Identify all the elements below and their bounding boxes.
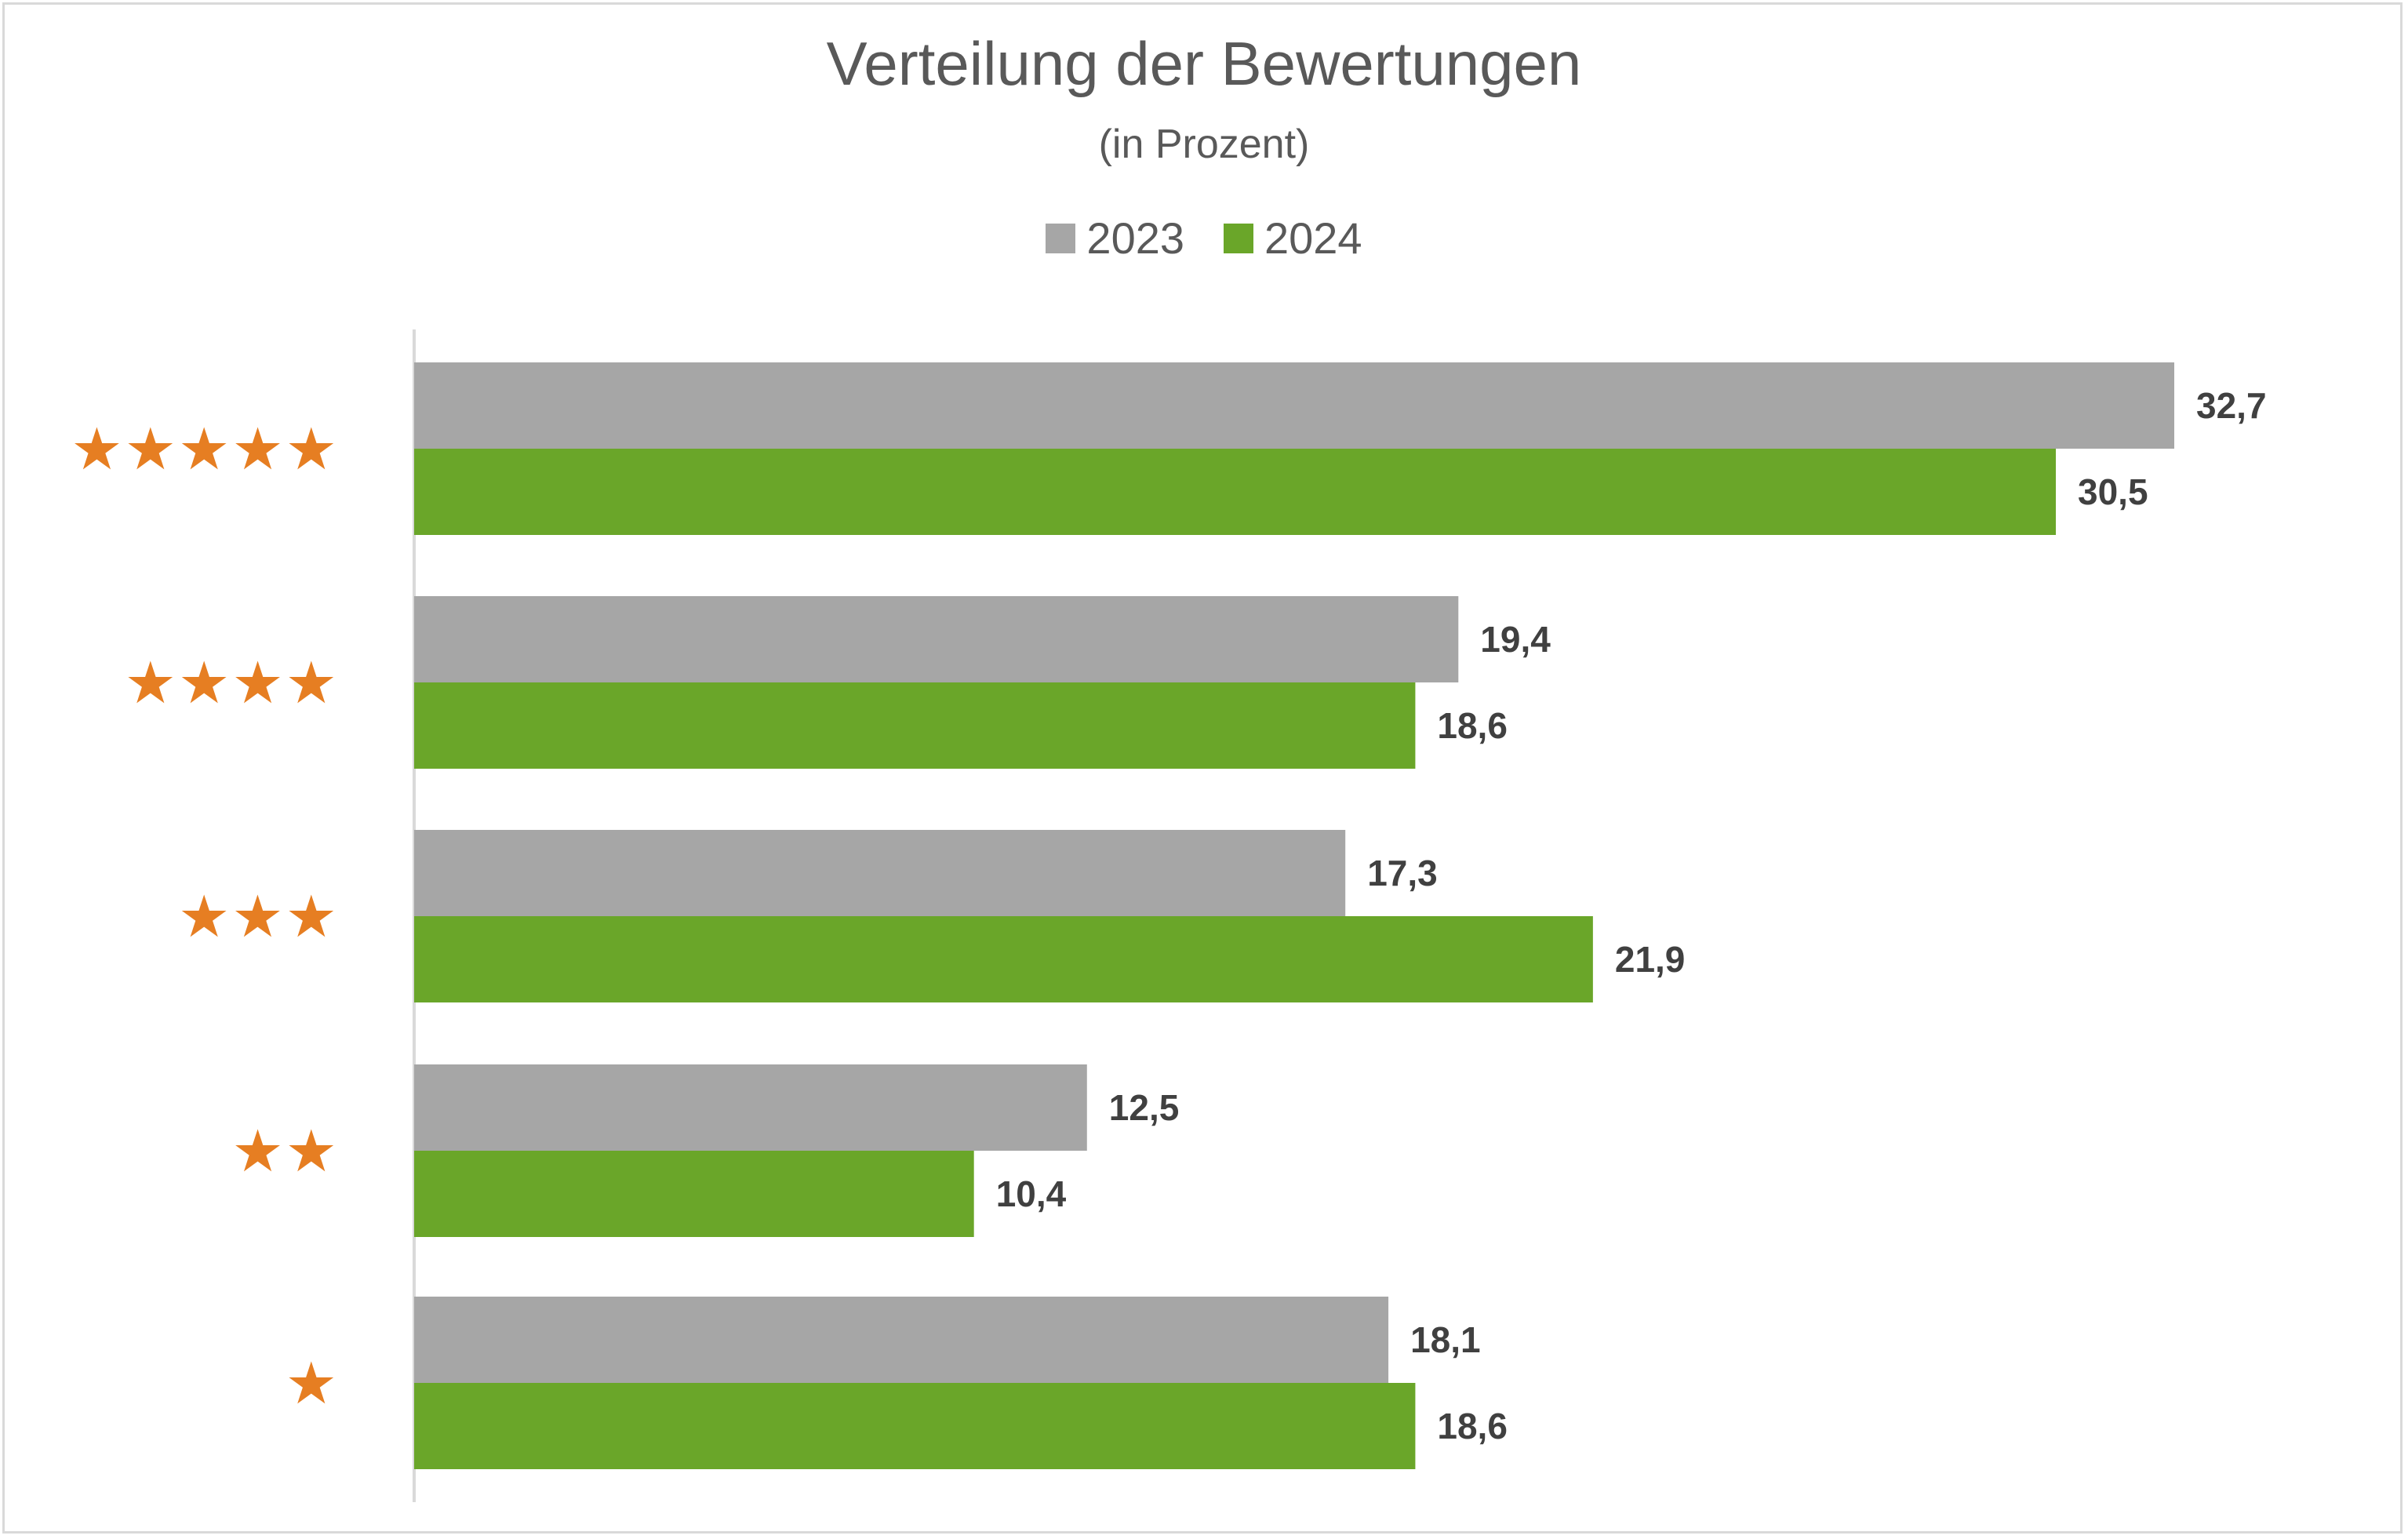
bar-2023-cat-3 (414, 830, 1346, 916)
bar-2023-cat-1 (414, 362, 2174, 449)
data-label-2023-cat-1: 32,7 (2196, 385, 2267, 426)
data-label-2024-cat-5: 18,6 (1437, 1406, 1508, 1446)
data-label-2024-cat-2: 18,6 (1437, 705, 1508, 746)
chart-title: Verteilung der Bewertungen (826, 29, 1582, 98)
bar-2024-cat-1 (414, 449, 2057, 535)
data-label-2023-cat-5: 18,1 (1410, 1319, 1481, 1360)
legend-item-2023: 2023 (1046, 216, 1184, 260)
bar-2023-cat-2 (414, 596, 1459, 682)
category-label-4: ★★ (231, 1118, 339, 1185)
legend-swatch-2024 (1224, 224, 1253, 253)
category-label-1: ★★★★★ (71, 416, 339, 483)
legend-label-2023: 2023 (1086, 213, 1184, 263)
bar-2024-cat-4 (414, 1151, 974, 1237)
data-label-2023-cat-3: 17,3 (1367, 853, 1438, 893)
bar-2023-cat-4 (414, 1064, 1087, 1151)
data-label-2024-cat-1: 30,5 (2078, 471, 2148, 512)
chart-legend: 2023 2024 (0, 216, 2408, 260)
legend-label-2024: 2024 (1264, 213, 1362, 263)
chart-subtitle: (in Prozent) (1098, 122, 1310, 167)
bar-2024-cat-2 (414, 682, 1416, 769)
category-label-2: ★★★★ (125, 649, 339, 717)
bar-2024-cat-3 (414, 916, 1593, 1002)
data-label-2023-cat-2: 19,4 (1480, 619, 1551, 660)
data-label-2023-cat-4: 12,5 (1109, 1087, 1180, 1128)
bar-2024-cat-5 (414, 1383, 1416, 1469)
data-label-2024-cat-3: 21,9 (1615, 939, 1686, 980)
legend-item-2024: 2024 (1224, 216, 1362, 260)
category-label-3: ★★★ (178, 883, 339, 951)
legend-swatch-2023 (1046, 224, 1076, 253)
bar-2023-cat-5 (414, 1297, 1389, 1383)
category-label-5: ★ (286, 1350, 339, 1417)
data-label-2024-cat-4: 10,4 (996, 1173, 1067, 1214)
